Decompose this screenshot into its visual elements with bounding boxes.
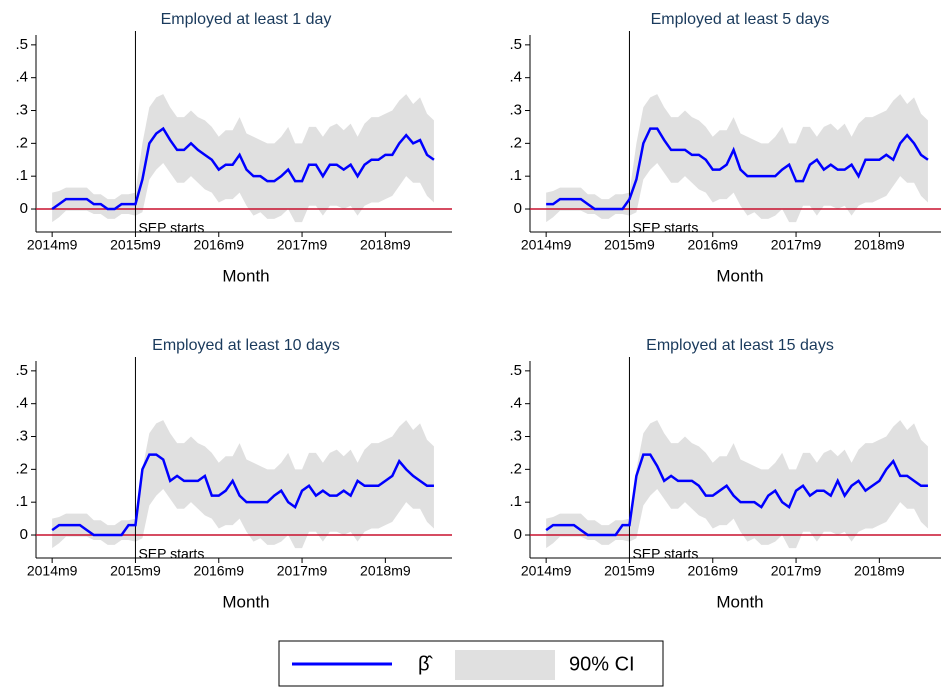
y-tick-label: 0	[514, 200, 522, 217]
x-axis-title: Month	[716, 266, 763, 285]
legend-band-swatch	[455, 650, 555, 680]
panel-title: Employed at least 10 days	[152, 337, 340, 354]
x-tick-label: 2017m9	[771, 563, 822, 579]
estimate-line	[51, 453, 434, 537]
y-tick-label: .1	[509, 493, 522, 510]
y-tick-label: .5	[509, 36, 522, 53]
event-annotation: SEP starts	[632, 546, 698, 562]
panel: Employed at least 10 days 0 .1 .2 .3 .4 .5 2014…	[15, 337, 452, 611]
y-tick-label: .3	[15, 101, 28, 118]
y-tick-label: .4	[15, 69, 28, 86]
x-axis-title: Month	[716, 592, 763, 611]
y-tick-label: .2	[15, 460, 28, 477]
x-tick-label: 2014m9	[521, 237, 572, 253]
x-tick-label: 2017m9	[277, 237, 328, 253]
x-tick-label: 2018m9	[360, 237, 411, 253]
event-annotation: SEP starts	[138, 220, 204, 236]
y-tick-label: .5	[15, 362, 28, 379]
ci-band	[52, 94, 434, 223]
x-tick-label: 2015m9	[110, 563, 161, 579]
panel-title: Employed at least 5 days	[651, 11, 830, 28]
x-tick-label: 2014m9	[27, 237, 78, 253]
event-annotation: SEP starts	[138, 546, 204, 562]
x-axis-title: Month	[222, 266, 269, 285]
x-tick-label: 2016m9	[687, 237, 738, 253]
y-tick-label: .3	[509, 101, 522, 118]
y-tick-label: .2	[509, 460, 522, 477]
x-axis-title: Month	[222, 592, 269, 611]
x-tick-label: 2017m9	[771, 237, 822, 253]
x-tick-label: 2018m9	[854, 237, 905, 253]
y-tick-label: .1	[509, 167, 522, 184]
x-tick-label: 2014m9	[27, 563, 78, 579]
ci-band	[52, 420, 434, 549]
x-tick-label: 2016m9	[687, 563, 738, 579]
panel: Employed at least 1 day 0 .1 .2 .3 .4 .5 2014m9…	[15, 11, 452, 285]
x-tick-label: 2014m9	[521, 563, 572, 579]
y-tick-label: 0	[20, 200, 28, 217]
y-tick-label: .4	[509, 69, 522, 86]
x-tick-label: 2015m9	[110, 237, 161, 253]
panel-title: Employed at least 1 day	[161, 11, 332, 28]
x-tick-label: 2016m9	[193, 563, 244, 579]
y-tick-label: .1	[15, 167, 28, 184]
legend-label: 90% CI	[569, 653, 635, 675]
y-tick-label: .1	[15, 493, 28, 510]
x-tick-label: 2016m9	[193, 237, 244, 253]
y-tick-label: .3	[15, 427, 28, 444]
y-tick-label: .2	[15, 134, 28, 151]
x-tick-label: 2015m9	[604, 237, 655, 253]
estimate-line	[545, 453, 928, 537]
panel: Employed at least 5 days 0 .1 .2 .3 .4 .5 2014m…	[509, 11, 941, 285]
y-tick-label: .4	[15, 395, 28, 412]
y-tick-label: .4	[509, 395, 522, 412]
estimate-line	[51, 126, 435, 211]
y-tick-label: .5	[15, 36, 28, 53]
estimate-line	[546, 127, 929, 211]
event-annotation: SEP starts	[632, 220, 698, 236]
y-tick-label: .5	[509, 362, 522, 379]
x-tick-label: 2018m9	[854, 563, 905, 579]
panel-title: Employed at least 15 days	[646, 337, 834, 354]
y-tick-label: 0	[20, 526, 28, 543]
x-tick-label: 2018m9	[360, 563, 411, 579]
y-tick-label: 0	[514, 526, 522, 543]
x-tick-label: 2015m9	[604, 563, 655, 579]
ci-band	[546, 420, 928, 549]
y-tick-label: .2	[509, 134, 522, 151]
x-tick-label: 2017m9	[277, 563, 328, 579]
y-tick-label: .3	[509, 427, 522, 444]
panel: Employed at least 15 days 0 .1 .2 .3 .4 .5 2014…	[509, 337, 941, 611]
